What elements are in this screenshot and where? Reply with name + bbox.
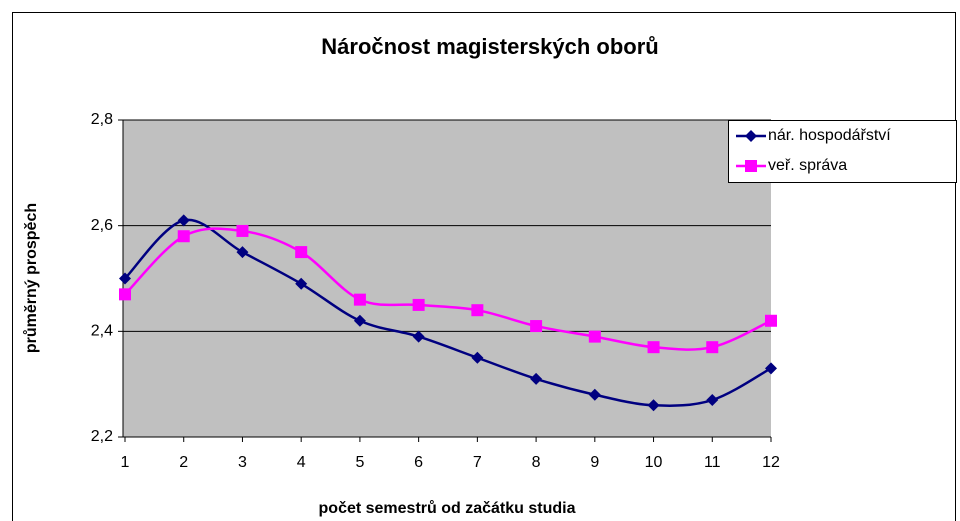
marker bbox=[530, 320, 543, 333]
y-tick-label: 2,8 bbox=[91, 111, 113, 128]
legend-marker bbox=[745, 130, 757, 142]
x-tick-label: 11 bbox=[704, 454, 721, 471]
marker bbox=[353, 293, 366, 306]
marker bbox=[706, 394, 719, 407]
marker bbox=[295, 246, 308, 259]
x-axis-label: počet semestrů od začátku studia bbox=[319, 500, 576, 517]
y-axis-label: průměrný prospěch bbox=[23, 203, 40, 353]
legend-label: veř. správa bbox=[768, 157, 847, 174]
marker bbox=[706, 341, 719, 354]
y-tick-label: 2,2 bbox=[91, 428, 113, 445]
y-tick-label: 2,6 bbox=[91, 217, 113, 234]
marker bbox=[177, 214, 190, 227]
marker bbox=[647, 399, 660, 412]
marker bbox=[412, 298, 425, 311]
legend-marker bbox=[745, 160, 757, 172]
marker bbox=[353, 314, 366, 327]
legend-label: nár. hospodářství bbox=[768, 127, 891, 144]
marker bbox=[236, 246, 249, 259]
x-tick-label: 3 bbox=[238, 454, 247, 471]
x-tick-label: 12 bbox=[762, 454, 780, 471]
x-tick-label: 1 bbox=[121, 454, 130, 471]
series-line bbox=[124, 227, 772, 351]
plot-area bbox=[123, 120, 771, 437]
x-tick-label: 2 bbox=[179, 454, 188, 471]
x-tick-label: 5 bbox=[355, 454, 364, 471]
marker bbox=[647, 341, 660, 354]
x-tick-label: 9 bbox=[590, 454, 599, 471]
marker bbox=[765, 362, 777, 375]
y-tick-label: 2,4 bbox=[91, 323, 113, 340]
marker bbox=[588, 330, 601, 343]
x-tick-label: 4 bbox=[297, 454, 306, 471]
x-tick-label: 6 bbox=[414, 454, 423, 471]
marker bbox=[177, 230, 190, 243]
marker bbox=[588, 388, 601, 401]
marker bbox=[471, 351, 484, 364]
marker bbox=[471, 304, 484, 317]
marker bbox=[530, 372, 543, 385]
x-tick-label: 10 bbox=[645, 454, 663, 471]
marker bbox=[119, 288, 131, 301]
marker bbox=[236, 224, 249, 237]
marker bbox=[765, 314, 777, 327]
marker bbox=[295, 277, 308, 290]
chart-title: Náročnost magisterských oborů bbox=[321, 34, 658, 59]
x-tick-label: 7 bbox=[473, 454, 482, 471]
x-tick-label: 8 bbox=[532, 454, 541, 471]
marker bbox=[119, 272, 131, 285]
marker bbox=[412, 330, 425, 343]
legend-box bbox=[728, 120, 957, 183]
